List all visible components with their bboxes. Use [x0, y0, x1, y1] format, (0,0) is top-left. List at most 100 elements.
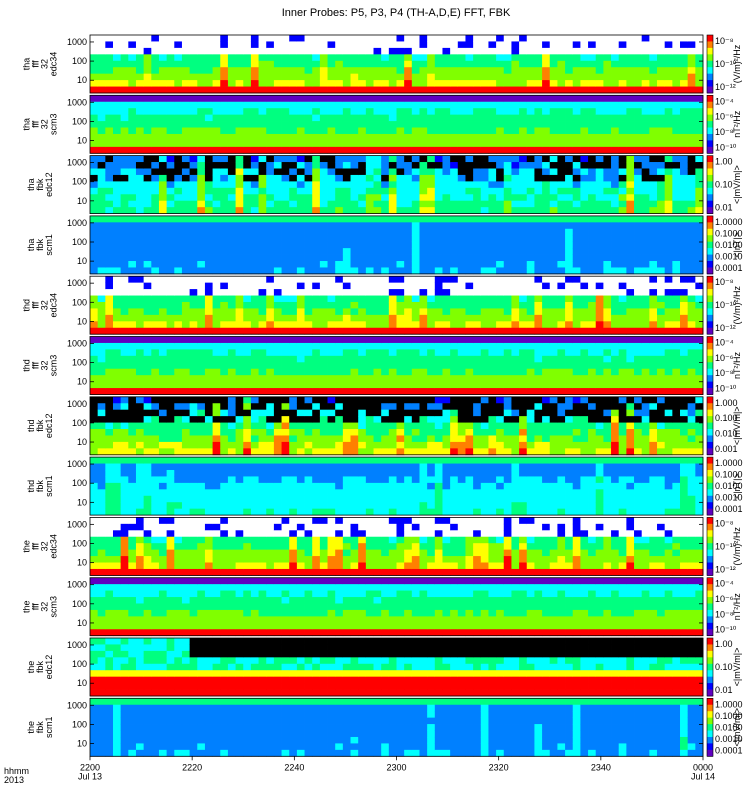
spectrogram-cell [465, 336, 474, 344]
spectrogram-cell [181, 140, 191, 148]
spectrogram-cell [473, 368, 482, 376]
spectrogram-cell [381, 441, 390, 449]
spectrogram-cell [250, 289, 259, 296]
spectrogram-cell [120, 41, 129, 49]
spectrogram-cell [97, 187, 106, 195]
spectrogram-cell [434, 108, 443, 116]
spectrogram-cell [480, 301, 489, 309]
spectrogram-cell [511, 187, 520, 195]
spectrogram-cell [557, 355, 566, 363]
spectrogram-cell [641, 108, 650, 116]
spectrogram-cell [695, 222, 704, 230]
spectrogram-cell [158, 127, 168, 135]
spectrogram-cell [396, 215, 405, 223]
spectrogram-cell [695, 308, 704, 316]
spectrogram-cell [626, 101, 635, 109]
spectrogram-cell [680, 289, 689, 296]
spectrogram-cell [649, 248, 658, 255]
spectrogram-cell [503, 336, 512, 344]
spectrogram-cell [542, 140, 551, 148]
spectrogram-cell [304, 355, 313, 363]
spectrogram-cell [672, 267, 681, 275]
spectrogram-cell [250, 95, 259, 103]
spectrogram-cell [381, 368, 390, 376]
spectrogram-cell [235, 235, 244, 243]
spectrogram-cell [519, 140, 528, 148]
spectrogram-cell [634, 336, 643, 344]
colorbar-segment [707, 174, 713, 182]
panel-label-line: edc34 [49, 293, 59, 318]
spectrogram-cell [419, 448, 428, 456]
spectrogram-cell [381, 80, 390, 87]
spectrogram-cell [411, 155, 420, 163]
spectrogram-cell [143, 241, 152, 249]
spectrogram-cell [151, 388, 160, 395]
spectrogram-cell [687, 168, 696, 176]
spectrogram-cell [250, 448, 259, 456]
spectrogram-cell [220, 308, 229, 316]
spectrogram-cell [273, 200, 282, 208]
spectrogram-cell [526, 381, 535, 389]
spectrogram-cell [588, 301, 597, 309]
spectrogram-cell [143, 314, 152, 322]
spectrogram-cell [465, 375, 474, 383]
spectrogram-cell [419, 349, 428, 357]
spectrogram-cell [90, 127, 99, 135]
spectrogram-cell [135, 181, 145, 189]
spectrogram-cell [235, 362, 244, 370]
spectrogram-cell [473, 54, 482, 62]
spectrogram-cell [442, 60, 451, 68]
spectrogram-cell [189, 155, 198, 163]
spectrogram-cell [166, 215, 175, 223]
spectrogram-cell [687, 327, 696, 335]
spectrogram-cell [634, 276, 643, 284]
spectrogram-cell [105, 146, 114, 154]
spectrogram-cell [327, 215, 336, 223]
spectrogram-cell [595, 254, 604, 262]
spectrogram-cell [534, 181, 543, 189]
spectrogram-cell [664, 261, 673, 268]
spectrogram-cell [565, 282, 574, 290]
spectrogram-cell [250, 435, 259, 443]
spectrogram-cell [373, 416, 382, 423]
spectrogram-cell [250, 429, 259, 436]
spectrogram-cell [166, 67, 175, 75]
spectrogram-cell [634, 368, 643, 376]
spectrogram-cell [90, 441, 99, 449]
spectrogram-cell [365, 435, 374, 443]
spectrogram-cell [342, 248, 351, 255]
spectrogram-cell [488, 168, 497, 176]
spectrogram-cell [120, 342, 129, 350]
spectrogram-cell [266, 308, 275, 316]
spectrogram-cell [97, 416, 106, 423]
spectrogram-cell [189, 301, 198, 309]
spectrogram-cell [473, 362, 482, 370]
spectrogram-cell [112, 248, 122, 255]
spectrogram-cell [166, 295, 175, 303]
spectrogram-cell [342, 228, 351, 236]
spectrogram-cell [189, 429, 198, 436]
spectrogram-cell [411, 314, 420, 322]
spectrogram-cell [350, 308, 359, 316]
spectrogram-cell [365, 121, 374, 128]
spectrogram-cell [189, 321, 198, 329]
spectrogram-cell [473, 349, 482, 357]
spectrogram-cell [197, 146, 206, 154]
spectrogram-cell [672, 321, 681, 329]
spectrogram-cell [496, 282, 505, 290]
spectrogram-cell [657, 95, 666, 103]
spectrogram-cell [427, 261, 436, 268]
spectrogram-cell [296, 222, 305, 230]
spectrogram-cell [105, 441, 114, 449]
spectrogram-cell [312, 228, 321, 236]
spectrogram-cell [135, 86, 145, 94]
spectrogram-cell [496, 388, 505, 395]
spectrogram-cell [519, 174, 528, 182]
spectrogram-cell [641, 215, 650, 223]
spectrogram-cell [373, 73, 382, 81]
colorbar-segment [707, 314, 713, 322]
spectrogram-cell [204, 368, 213, 376]
spectrogram-cell [373, 422, 382, 430]
spectrogram-cell [595, 388, 604, 395]
spectrogram-cell [427, 67, 436, 75]
